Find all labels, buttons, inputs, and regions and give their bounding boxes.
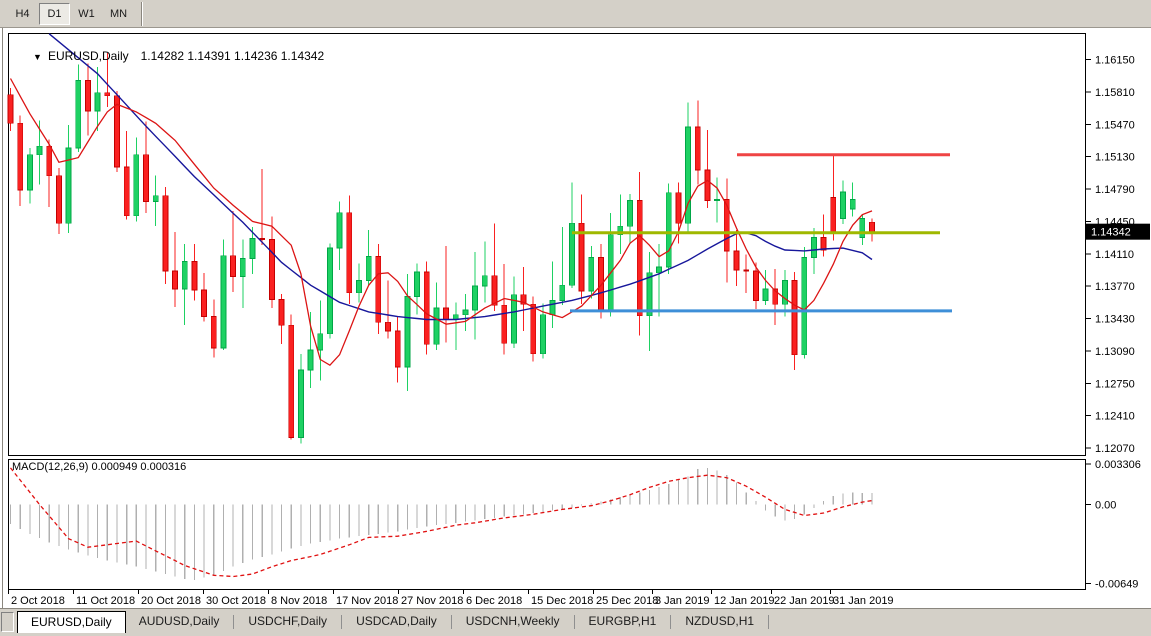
timeframe-toolbar: H4 D1 W1 MN <box>0 0 1151 28</box>
tab-usdchf-daily[interactable]: USDCHF,Daily <box>248 614 328 628</box>
price-chart-svg[interactable]: 1.161501.158101.154701.151301.147901.144… <box>0 28 1151 608</box>
svg-text:12 Jan 2019: 12 Jan 2019 <box>714 595 775 607</box>
tab-separator <box>768 615 770 629</box>
svg-text:3 Jan 2019: 3 Jan 2019 <box>655 595 709 607</box>
chart-symbol-label: ▼ EURUSD,Daily 1.14282 1.14391 1.14236 1.1… <box>13 35 324 77</box>
candlestick-series <box>7 52 875 444</box>
svg-text:1.13770: 1.13770 <box>1095 281 1135 293</box>
tab-usdcnh-weekly[interactable]: USDCNH,Weekly <box>465 614 560 628</box>
toolbar-separator <box>141 1 143 26</box>
svg-text:-0.00649: -0.00649 <box>1095 579 1138 591</box>
timeframe-button-w1[interactable]: W1 <box>78 7 95 20</box>
svg-text:8 Nov 2018: 8 Nov 2018 <box>271 595 327 607</box>
svg-text:1.16150: 1.16150 <box>1095 55 1135 67</box>
svg-text:11 Oct 2018: 11 Oct 2018 <box>76 595 135 607</box>
svg-text:30 Oct 2018: 30 Oct 2018 <box>206 595 266 607</box>
chart-area[interactable]: 1.16150 1.15810 1.15470 1.15130 1.14790 1.144… <box>0 28 1151 608</box>
tab-separator <box>573 615 575 629</box>
timeframe-button-h4[interactable]: H4 <box>15 7 30 20</box>
tab-separator <box>341 615 343 629</box>
svg-text:27 Nov 2018: 27 Nov 2018 <box>401 595 463 607</box>
svg-text:1.12410: 1.12410 <box>1095 411 1135 423</box>
macd-histogram <box>9 467 873 581</box>
svg-text:0.00: 0.00 <box>1095 500 1116 512</box>
price-axis[interactable]: 1.161501.158101.154701.151301.147901.144… <box>1086 55 1150 456</box>
macd-indicator-label: MACD(12,26,9) 0.000949 0.000316 <box>12 461 187 473</box>
tab-audusd-daily[interactable]: AUDUSD,Daily <box>138 614 220 628</box>
tab-usdcad-daily[interactable]: USDCAD,Daily <box>356 614 437 628</box>
ma-fast-line <box>9 78 873 367</box>
tab-separator <box>670 615 672 629</box>
svg-text:31 Jan 2019: 31 Jan 2019 <box>833 595 894 607</box>
svg-text:1.13090: 1.13090 <box>1095 346 1135 358</box>
svg-text:1.15130: 1.15130 <box>1095 152 1135 164</box>
date-axis[interactable]: 2 Oct 2018 11 Oct 2018 20 Oct 2018 30 Oct 2… <box>8 589 894 608</box>
svg-text:6 Dec 2018: 6 Dec 2018 <box>466 595 522 607</box>
svg-text:20 Oct 2018: 20 Oct 2018 <box>141 595 201 607</box>
chart-tab-bar: EURUSD,Daily AUDUSD,Daily USDCHF,Daily USDC… <box>0 608 1151 636</box>
svg-text:22 Jan 2019: 22 Jan 2019 <box>774 595 835 607</box>
svg-text:1.15810: 1.15810 <box>1095 87 1135 99</box>
ohlc-values: 1.14282 1.14391 1.14236 1.14342 <box>140 49 325 63</box>
ma-slow-line <box>48 33 873 321</box>
timeframe-button-mn[interactable]: MN <box>109 7 128 20</box>
svg-text:1.12750: 1.12750 <box>1095 378 1135 390</box>
tab-separator <box>233 615 235 629</box>
chart-panes <box>8 33 1086 590</box>
svg-text:17 Nov 2018: 17 Nov 2018 <box>336 595 398 607</box>
symbol-dropdown-icon[interactable]: ▼ <box>33 52 42 62</box>
svg-text:15 Dec 2018: 15 Dec 2018 <box>531 595 593 607</box>
svg-text:1.13430: 1.13430 <box>1095 314 1135 326</box>
svg-text:2 Oct 2018: 2 Oct 2018 <box>11 595 65 607</box>
window-left-groove <box>2 28 6 608</box>
svg-text:25 Dec 2018: 25 Dec 2018 <box>596 595 658 607</box>
macd-axis[interactable]: 0.003306 0.00 -0.00649 <box>1086 459 1141 591</box>
svg-text:1.14790: 1.14790 <box>1095 184 1135 196</box>
tab-separator <box>450 615 452 629</box>
tab-eurusd-daily[interactable]: EURUSD,Daily <box>17 611 126 633</box>
tab-nzdusd-h1[interactable]: NZDUSD,H1 <box>685 614 755 628</box>
svg-text:1.15470: 1.15470 <box>1095 119 1135 131</box>
svg-text:0.003306: 0.003306 <box>1095 459 1141 471</box>
timeframe-button-d1[interactable]: D1 <box>39 2 70 25</box>
svg-text:1.14110: 1.14110 <box>1095 249 1134 261</box>
symbol-name: EURUSD,Daily <box>47 49 129 63</box>
tab-bar-gutter <box>1 612 14 632</box>
tab-eurgbp-h1[interactable]: EURGBP,H1 <box>588 614 657 628</box>
current-price-value: 1.14342 <box>1091 227 1131 239</box>
svg-text:1.12070: 1.12070 <box>1095 443 1135 455</box>
current-price-badge <box>1086 223 1150 240</box>
chart-tabs: EURUSD,Daily AUDUSD,Daily USDCHF,Daily USDC… <box>17 611 770 633</box>
